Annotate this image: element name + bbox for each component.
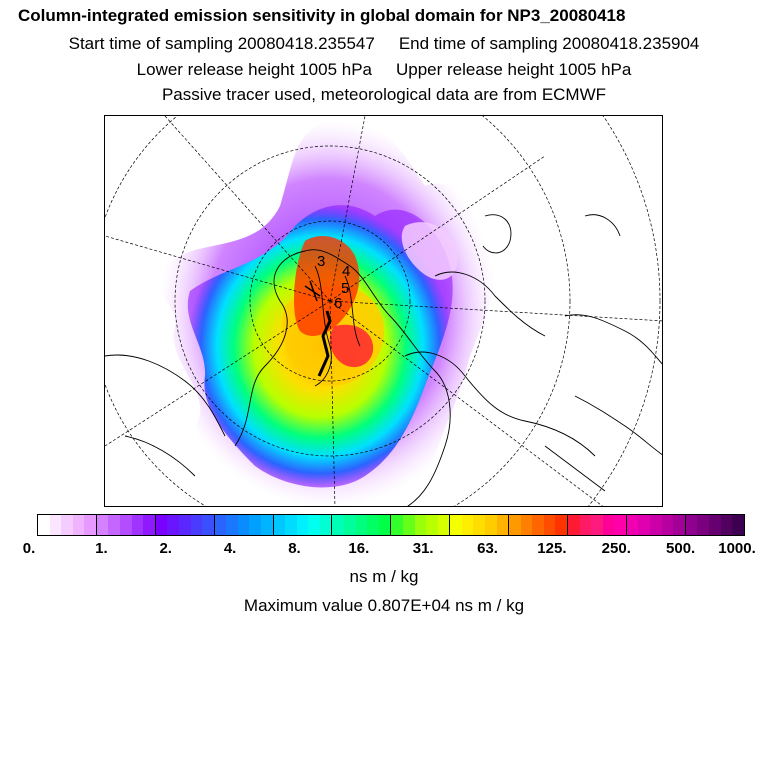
release-point-label: 6 — [334, 295, 342, 312]
colorbar-segment — [332, 515, 345, 535]
coastlines — [105, 214, 662, 506]
colorbar-segment — [708, 515, 721, 535]
colorbar-segment — [450, 515, 462, 535]
colorbar-segment — [155, 515, 168, 535]
colorbar-segment — [509, 515, 521, 535]
colorbar-segment — [402, 515, 415, 535]
upper-release-label: Upper release height 1005 hPa — [396, 60, 632, 79]
colorbar-segment — [614, 515, 627, 535]
colorbar-tick-label: 500. — [666, 540, 696, 557]
colorbar-segment — [202, 515, 215, 535]
colorbar-segment — [673, 515, 686, 535]
colorbar-segment — [391, 515, 403, 535]
colorbar-segment — [167, 515, 179, 535]
colorbar-tick-label: 0. — [22, 540, 36, 557]
colorbar-tick-label: 16. — [348, 540, 370, 557]
colorbar-segment — [49, 515, 62, 535]
colorbar-segment — [355, 515, 368, 535]
colorbar-segment — [685, 515, 698, 535]
colorbar-segment — [484, 515, 497, 535]
colorbar-segment — [496, 515, 510, 535]
colorbar-tick-label: 2. — [159, 540, 172, 557]
release-marker — [304, 280, 321, 302]
colorbar-segment — [285, 515, 297, 535]
release-heights: Lower release height 1005 hPa Upper relea… — [0, 60, 768, 80]
colorbar-segment — [249, 515, 261, 535]
colorbar-segment — [120, 515, 132, 535]
colorbar-segment — [414, 515, 427, 535]
colorbar-segment — [732, 515, 744, 535]
colorbar-segment — [579, 515, 592, 535]
flight-track — [317, 310, 332, 377]
colorbar — [37, 514, 745, 536]
sampling-times: Start time of sampling 20080418.235547 En… — [0, 34, 768, 54]
colorbar-segment — [308, 515, 320, 535]
colorbar-segment — [72, 515, 85, 535]
colorbar-segment — [650, 515, 662, 535]
release-points: 3 4 5 6 — [304, 253, 350, 377]
colorbar-segment — [568, 515, 580, 535]
colorbar-tick-label: 1000. — [718, 540, 756, 557]
colorbar-segment — [520, 515, 533, 535]
colorbar-segment — [237, 515, 250, 535]
colorbar-tick-label: 4. — [223, 540, 237, 557]
colorbar-segment — [38, 515, 50, 535]
colorbar-segment — [367, 515, 379, 535]
colorbar-segment — [555, 515, 569, 535]
colorbar-segment — [437, 515, 451, 535]
colorbar-tick-label: 31. — [412, 540, 434, 557]
colorbar-segment — [84, 515, 97, 535]
colorbar-tick-label: 8. — [288, 540, 301, 557]
colorbar-segment — [214, 515, 227, 535]
colorbar-segment — [178, 515, 191, 535]
release-point-label: 4 — [342, 263, 350, 280]
lower-release-label: Lower release height 1005 hPa — [136, 60, 372, 79]
colorbar-segment — [697, 515, 709, 535]
colorbar-segment — [296, 515, 309, 535]
colorbar-segment — [143, 515, 156, 535]
colorbar-segment — [190, 515, 203, 535]
polar-map: 3 4 5 6 — [104, 115, 663, 507]
colorbar-segment — [378, 515, 392, 535]
colorbar-segment — [273, 515, 286, 535]
colorbar-segment — [720, 515, 733, 535]
colorbar-tick-label: 63. — [477, 540, 498, 557]
plot-title: Column-integrated emission sensitivity i… — [18, 6, 626, 25]
end-time-label: End time of sampling 20080418.235904 — [398, 34, 700, 53]
release-point-label: 5 — [341, 280, 349, 297]
colorbar-segment — [344, 515, 356, 535]
map-canvas: 3 4 5 6 — [105, 116, 662, 506]
colorbar-segment — [543, 515, 556, 535]
colorbar-segment — [532, 515, 544, 535]
colorbar-segment — [61, 515, 73, 535]
maximum-value: Maximum value 0.807E+04 ns m / kg — [243, 596, 525, 615]
colorbar-segment — [226, 515, 238, 535]
colorbar-segment — [426, 515, 438, 535]
colorbar-tick-label: 250. — [601, 540, 631, 557]
colorbar-units: ns m / kg — [349, 567, 419, 586]
release-point-label: 3 — [317, 253, 325, 270]
graticule — [105, 116, 662, 506]
colorbar-tick-label: 125. — [537, 540, 567, 557]
colorbar-segment — [461, 515, 474, 535]
colorbar-segment — [661, 515, 674, 535]
colorbar-segment — [473, 515, 485, 535]
start-time-label: Start time of sampling 20080418.235547 — [68, 34, 375, 53]
colorbar-segment — [626, 515, 639, 535]
tracer-info: Passive tracer used, meteorological data… — [161, 85, 607, 104]
colorbar-segment — [108, 515, 121, 535]
colorbar-segment — [131, 515, 144, 535]
colorbar-segment — [638, 515, 651, 535]
colorbar-segment — [260, 515, 274, 535]
colorbar-segment — [319, 515, 333, 535]
colorbar-tick-label: 1. — [95, 540, 108, 557]
colorbar-segment — [96, 515, 109, 535]
colorbar-segment — [602, 515, 615, 535]
colorbar-segment — [591, 515, 603, 535]
